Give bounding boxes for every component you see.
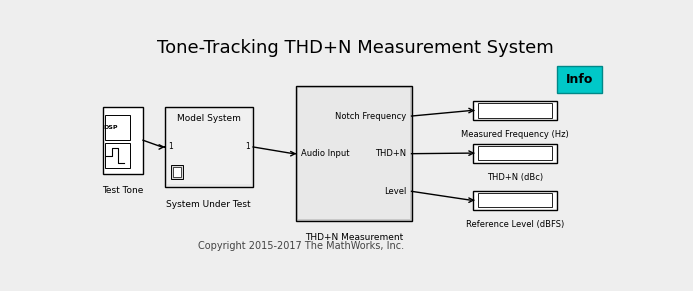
- Text: THD+N (dBc): THD+N (dBc): [487, 173, 543, 182]
- Bar: [473, 143, 556, 163]
- Text: Level: Level: [384, 187, 406, 196]
- Bar: [473, 191, 556, 210]
- Bar: [473, 101, 556, 120]
- Bar: [477, 103, 552, 118]
- Bar: [173, 167, 181, 177]
- Bar: [477, 146, 552, 160]
- Bar: [171, 165, 183, 179]
- Bar: [105, 143, 130, 168]
- Text: Reference Level (dBFS): Reference Level (dBFS): [466, 220, 564, 229]
- Text: 1: 1: [245, 143, 250, 151]
- Bar: [475, 145, 558, 164]
- Bar: [105, 115, 130, 140]
- Text: Measured Frequency (Hz): Measured Frequency (Hz): [461, 130, 569, 139]
- Text: THD+N: THD+N: [375, 149, 406, 158]
- Bar: [477, 193, 552, 207]
- Text: Test Tone: Test Tone: [102, 186, 143, 195]
- Bar: [475, 192, 558, 211]
- Text: System Under Test: System Under Test: [166, 200, 251, 209]
- Text: Audio Input: Audio Input: [301, 149, 350, 158]
- Text: Copyright 2015-2017 The MathWorks, Inc.: Copyright 2015-2017 The MathWorks, Inc.: [198, 241, 405, 251]
- Bar: [296, 86, 412, 221]
- Text: Info: Info: [565, 73, 593, 86]
- Bar: [475, 102, 558, 121]
- Text: Tone-Tracking THD+N Measurement System: Tone-Tracking THD+N Measurement System: [157, 39, 554, 57]
- Text: THD+N Measurement: THD+N Measurement: [305, 233, 403, 242]
- Bar: [164, 107, 253, 187]
- Bar: [298, 88, 410, 219]
- Text: Model System: Model System: [177, 114, 240, 123]
- Bar: [556, 66, 602, 93]
- Bar: [166, 109, 251, 184]
- Text: 1: 1: [168, 143, 173, 151]
- Bar: [103, 107, 143, 174]
- Text: DSP: DSP: [103, 125, 118, 130]
- Text: Notch Frequency: Notch Frequency: [335, 111, 406, 120]
